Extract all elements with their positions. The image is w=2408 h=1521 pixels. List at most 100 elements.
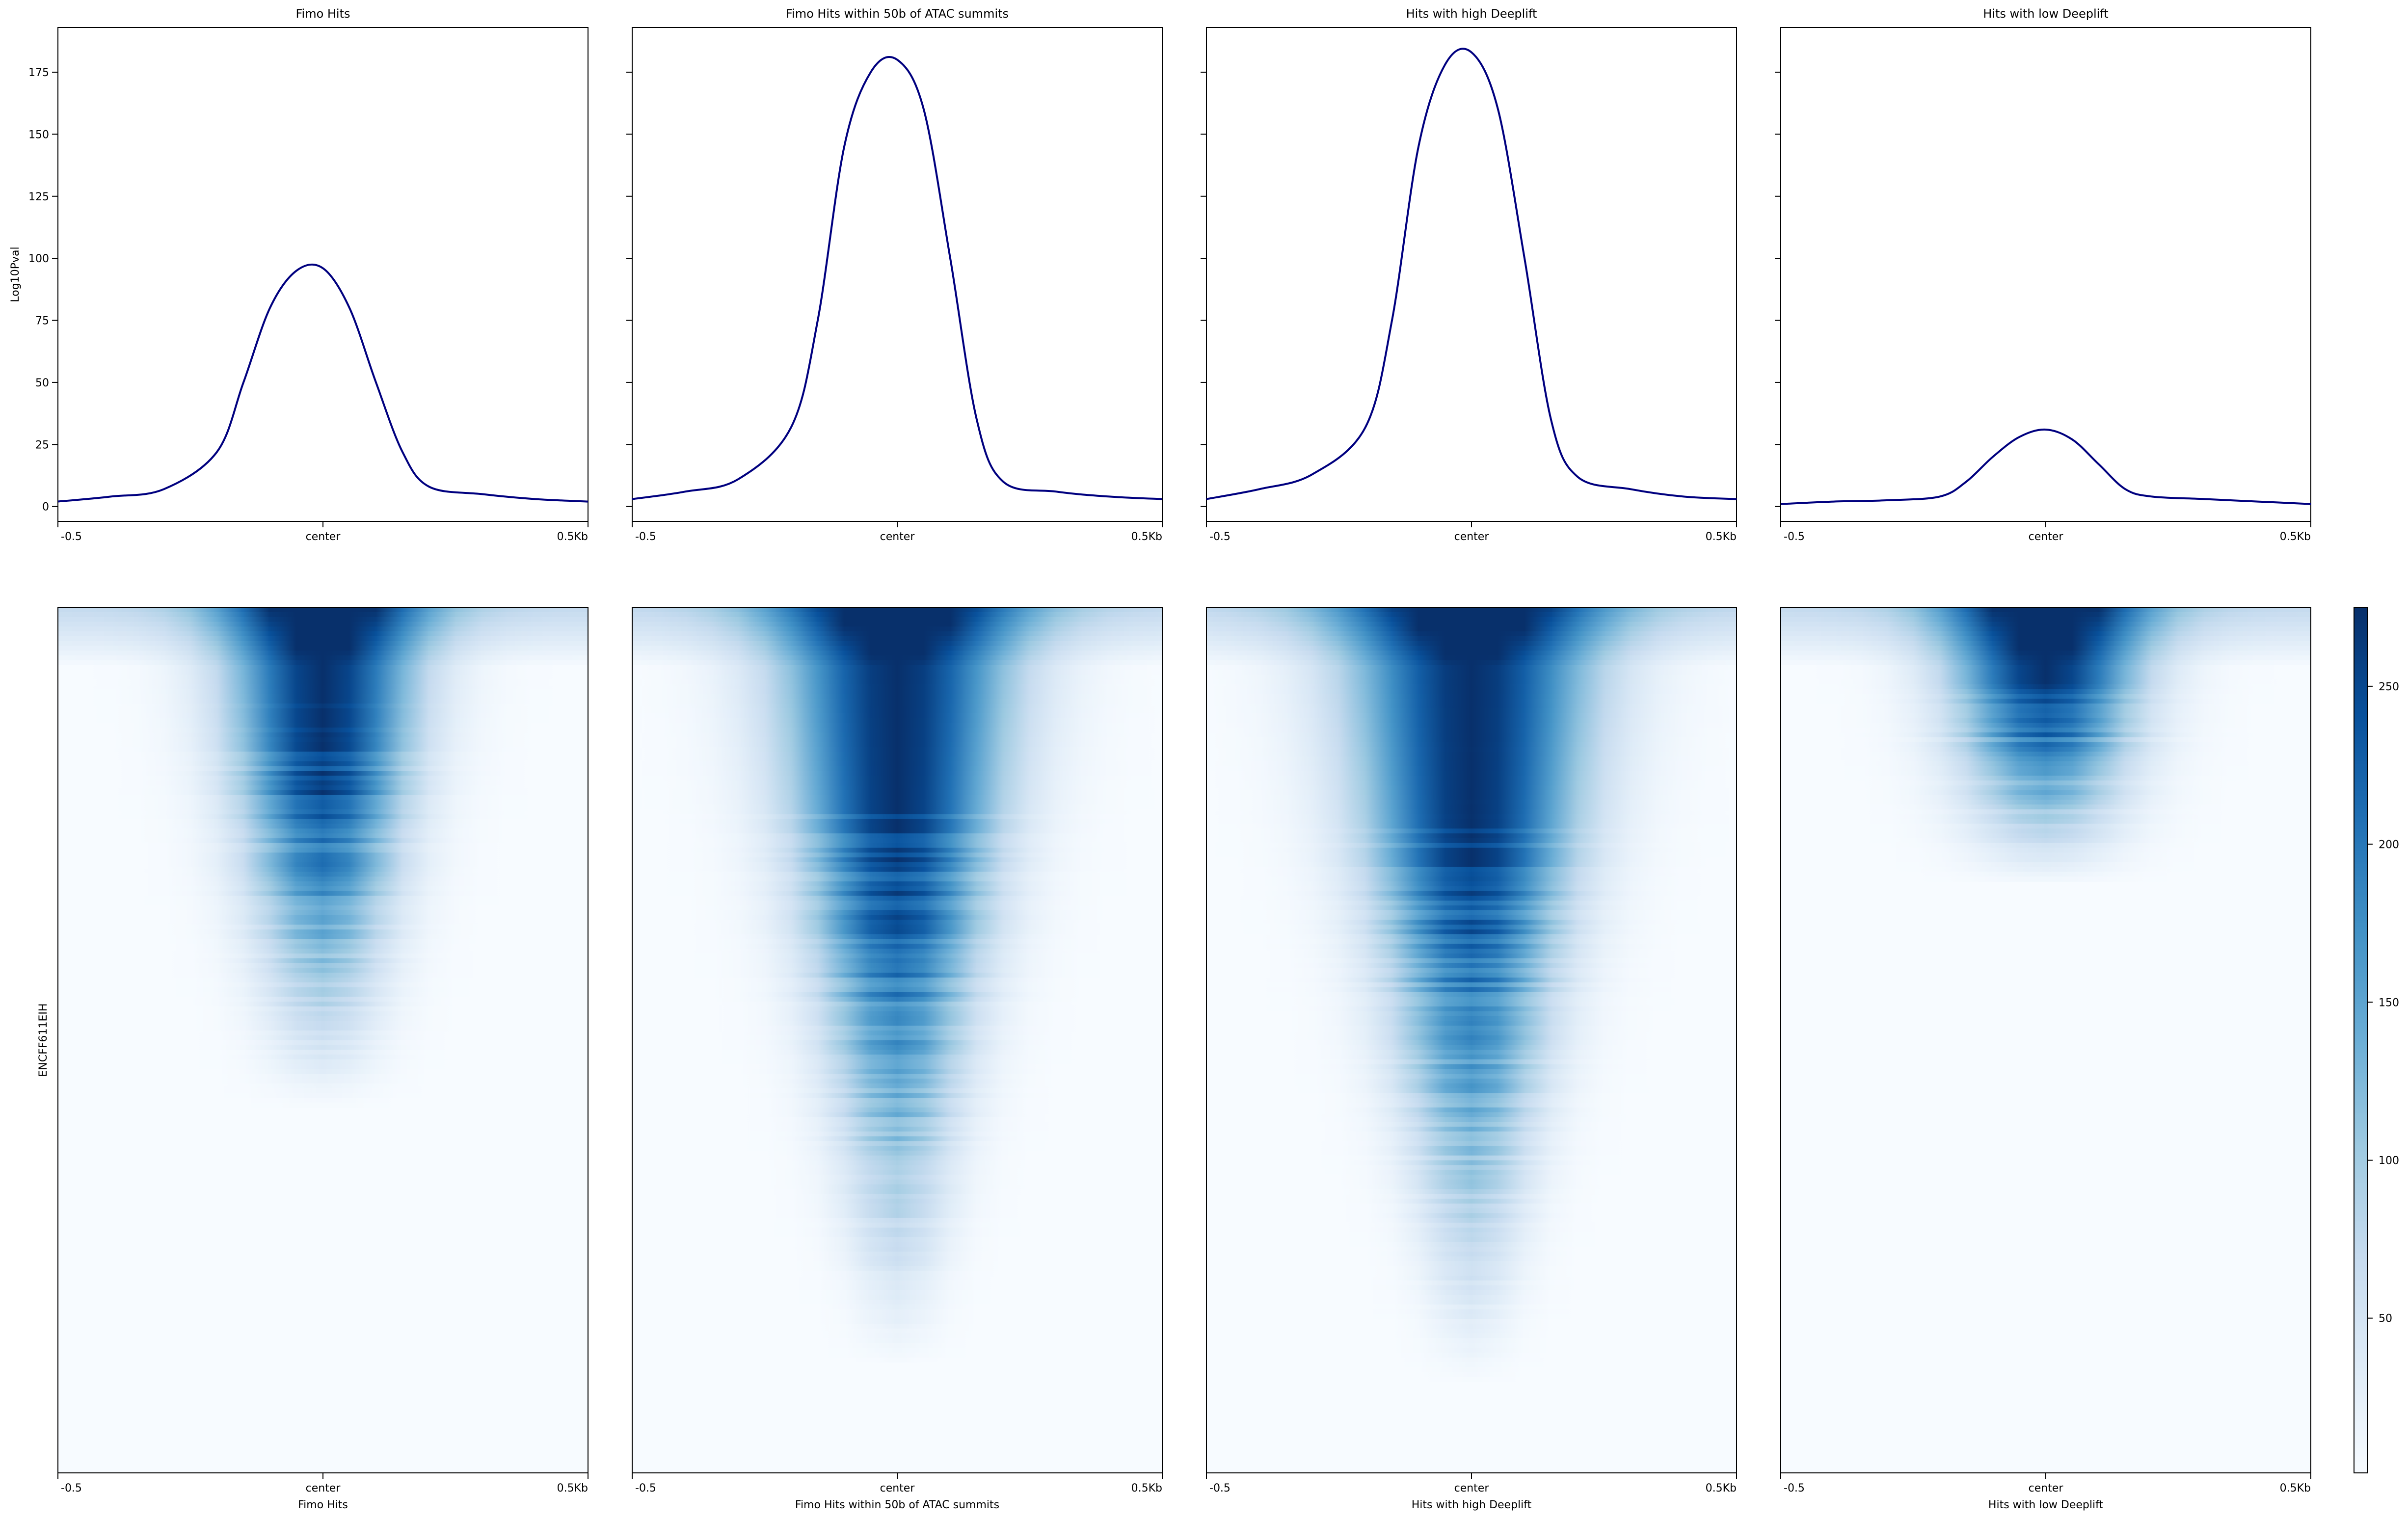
heatmap-row — [58, 818, 588, 824]
heatmap-row — [1206, 1165, 1737, 1170]
heatmap-panel — [1781, 607, 2311, 1473]
heatmap-row — [1781, 838, 2311, 843]
heatmap-row — [1206, 1016, 1737, 1021]
heatmap-row — [632, 978, 1162, 983]
heatmap-row — [1206, 973, 1737, 978]
heatmap-row — [58, 727, 588, 733]
heatmap-row — [1206, 852, 1737, 858]
heatmap-row — [1781, 723, 2311, 728]
heatmap-row — [632, 631, 1162, 637]
x-tick-label: -0.5 — [1784, 531, 1805, 543]
heatmap-row — [58, 1059, 588, 1065]
heatmap-row — [632, 1266, 1162, 1272]
heatmap-row — [1206, 857, 1737, 863]
heatmap-row — [1206, 809, 1737, 815]
heatmap-row — [632, 992, 1162, 997]
heatmap-row — [1206, 1203, 1737, 1209]
heatmap-row — [632, 997, 1162, 1002]
colorbar-tick-label: 100 — [2379, 1155, 2399, 1167]
heatmap-row — [1206, 1050, 1737, 1055]
heatmap-row — [632, 708, 1162, 714]
heatmap-row — [1206, 742, 1737, 747]
heatmap-row — [632, 785, 1162, 790]
heatmap-row — [1206, 727, 1737, 733]
heatmap-row — [1206, 1126, 1737, 1132]
heatmap-row — [58, 886, 588, 892]
heatmap-row — [632, 1329, 1162, 1334]
heatmap-row — [58, 641, 588, 646]
heatmap-row — [632, 1078, 1162, 1084]
heatmap-row — [58, 842, 588, 848]
heatmap-row — [58, 794, 588, 800]
heatmap-row — [1206, 891, 1737, 896]
heatmap-row — [58, 775, 588, 781]
heatmap-row — [632, 1309, 1162, 1315]
heatmap-row — [632, 1198, 1162, 1204]
heatmap-row — [1781, 833, 2311, 839]
heatmap-row — [1781, 747, 2311, 752]
heatmap-row — [632, 1141, 1162, 1146]
x-tick-label: center — [880, 531, 915, 543]
heatmap-row — [1206, 780, 1737, 786]
x-tick-label: 0.5Kb — [1131, 1482, 1162, 1494]
heatmap-row — [632, 761, 1162, 766]
heatmap-row — [58, 684, 588, 690]
heatmap-row — [1781, 641, 2311, 646]
heatmap-row — [632, 799, 1162, 805]
heatmap-row — [632, 1045, 1162, 1050]
heatmap-row — [58, 694, 588, 699]
heatmap-row — [1206, 1227, 1737, 1233]
heatmap-row — [1206, 1102, 1737, 1108]
heatmap-row — [1206, 1367, 1737, 1372]
heatmap-row — [632, 1030, 1162, 1036]
heatmap-row — [632, 1343, 1162, 1348]
heatmap-row — [632, 665, 1162, 670]
heatmap-row — [632, 1026, 1162, 1031]
heatmap-row — [1781, 857, 2311, 863]
heatmap-row — [58, 761, 588, 766]
heatmap-row — [58, 622, 588, 627]
heatmap-row — [632, 1083, 1162, 1089]
heatmap-row — [58, 723, 588, 728]
heatmap-row — [1206, 968, 1737, 973]
colorbar — [2354, 607, 2368, 1473]
y-tick-label: 150 — [28, 129, 49, 141]
heatmap-x-label: Hits with high Deeplift — [1412, 1499, 1532, 1511]
heatmap-row — [632, 1280, 1162, 1286]
heatmap-row — [58, 871, 588, 877]
heatmap-row — [58, 708, 588, 714]
heatmap-row — [1206, 713, 1737, 718]
heatmap-row — [1781, 766, 2311, 771]
heatmap-row — [58, 1078, 588, 1084]
heatmap-row — [1206, 1145, 1737, 1151]
heatmap-row — [1781, 626, 2311, 632]
heatmap-row — [1206, 1256, 1737, 1262]
heatmap-row — [1206, 1280, 1737, 1286]
heatmap-row — [632, 982, 1162, 988]
heatmap-row — [632, 804, 1162, 810]
heatmap-row — [632, 929, 1162, 935]
heatmap-row — [1206, 636, 1737, 642]
heatmap-row — [632, 1218, 1162, 1223]
heatmap-row — [1206, 900, 1737, 906]
heatmap-row — [1206, 1329, 1737, 1334]
heatmap-row — [1206, 924, 1737, 930]
heatmap-row — [58, 670, 588, 675]
heatmap-row — [58, 799, 588, 805]
heatmap-row — [1206, 1184, 1737, 1190]
heatmap-x-label: Fimo Hits within 50b of ATAC summits — [795, 1499, 999, 1511]
heatmap-row — [632, 1054, 1162, 1060]
heatmap-row — [58, 665, 588, 670]
colorbar-tick-label: 250 — [2379, 681, 2399, 693]
heatmap-row — [58, 742, 588, 747]
heatmap-row — [632, 622, 1162, 627]
heatmap-row — [58, 987, 588, 993]
heatmap-row — [1206, 1155, 1737, 1161]
heatmap-row — [632, 1251, 1162, 1257]
heatmap-row — [58, 785, 588, 790]
heatmap-row — [1206, 607, 1737, 613]
heatmap-row — [632, 612, 1162, 618]
heatmap-row — [1206, 804, 1737, 810]
heatmap-row — [58, 939, 588, 945]
heatmap-row — [1206, 1247, 1737, 1252]
